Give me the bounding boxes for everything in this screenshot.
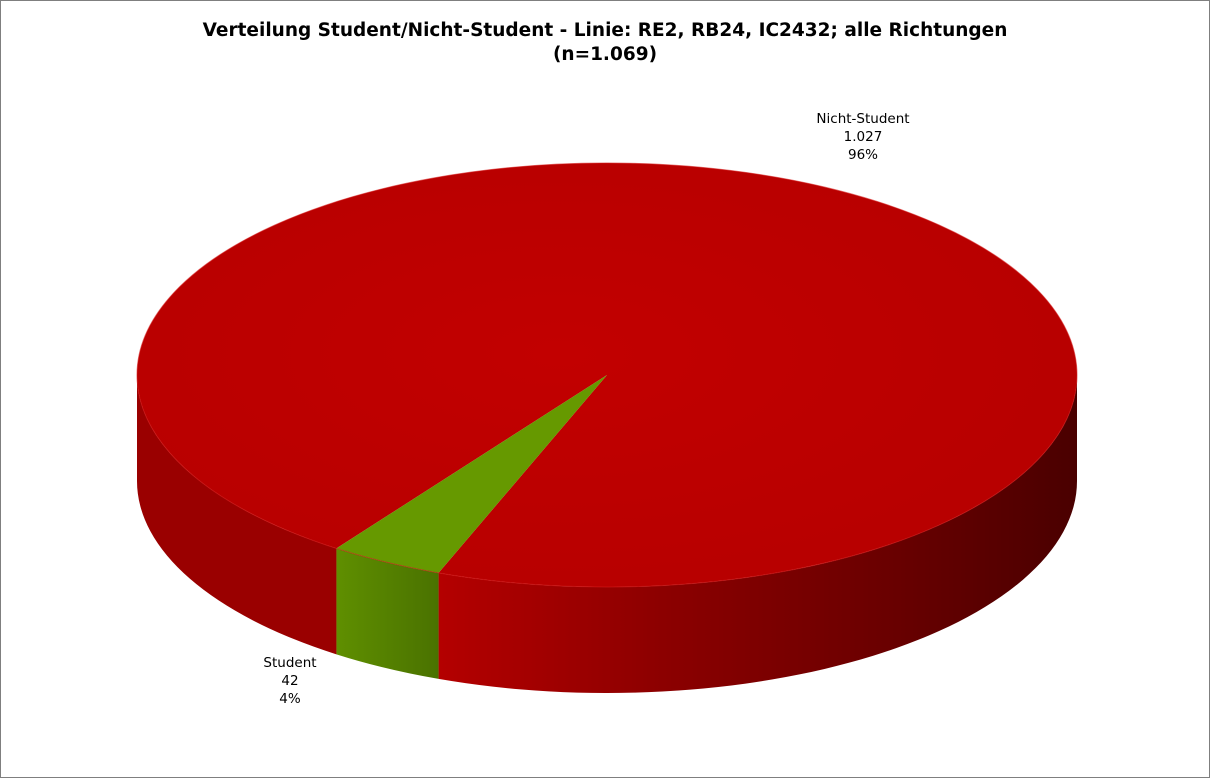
slice-side-student — [336, 548, 439, 679]
pie-sides — [137, 375, 1077, 693]
pie-tops — [136, 162, 1078, 588]
data-label-name: Nicht-Student — [816, 111, 909, 127]
data-label-percent: 4% — [279, 691, 301, 707]
chart-title-main: Verteilung Student/Nicht-Student - Linie… — [202, 20, 1008, 41]
chart-subtitle: (n=1.069) — [552, 44, 658, 65]
slice-side-nicht-student-left — [137, 375, 337, 655]
slice-side-nicht-student-right — [438, 375, 1077, 693]
slice-student — [336, 375, 607, 573]
pie-labels: Nicht-Student 1.027 96% Student 42 4% — [263, 111, 909, 707]
data-label-value: 42 — [281, 673, 298, 689]
data-label-student: Student 42 4% — [263, 655, 316, 707]
data-label-percent: 96% — [848, 147, 878, 163]
pie-rim — [136, 162, 1078, 588]
data-label-nicht-student: Nicht-Student 1.027 96% — [816, 111, 909, 163]
chart-title: Verteilung Student/Nicht-Student - Linie… — [0, 19, 1210, 67]
data-label-value: 1.027 — [844, 129, 883, 145]
data-label-name: Student — [263, 655, 316, 671]
